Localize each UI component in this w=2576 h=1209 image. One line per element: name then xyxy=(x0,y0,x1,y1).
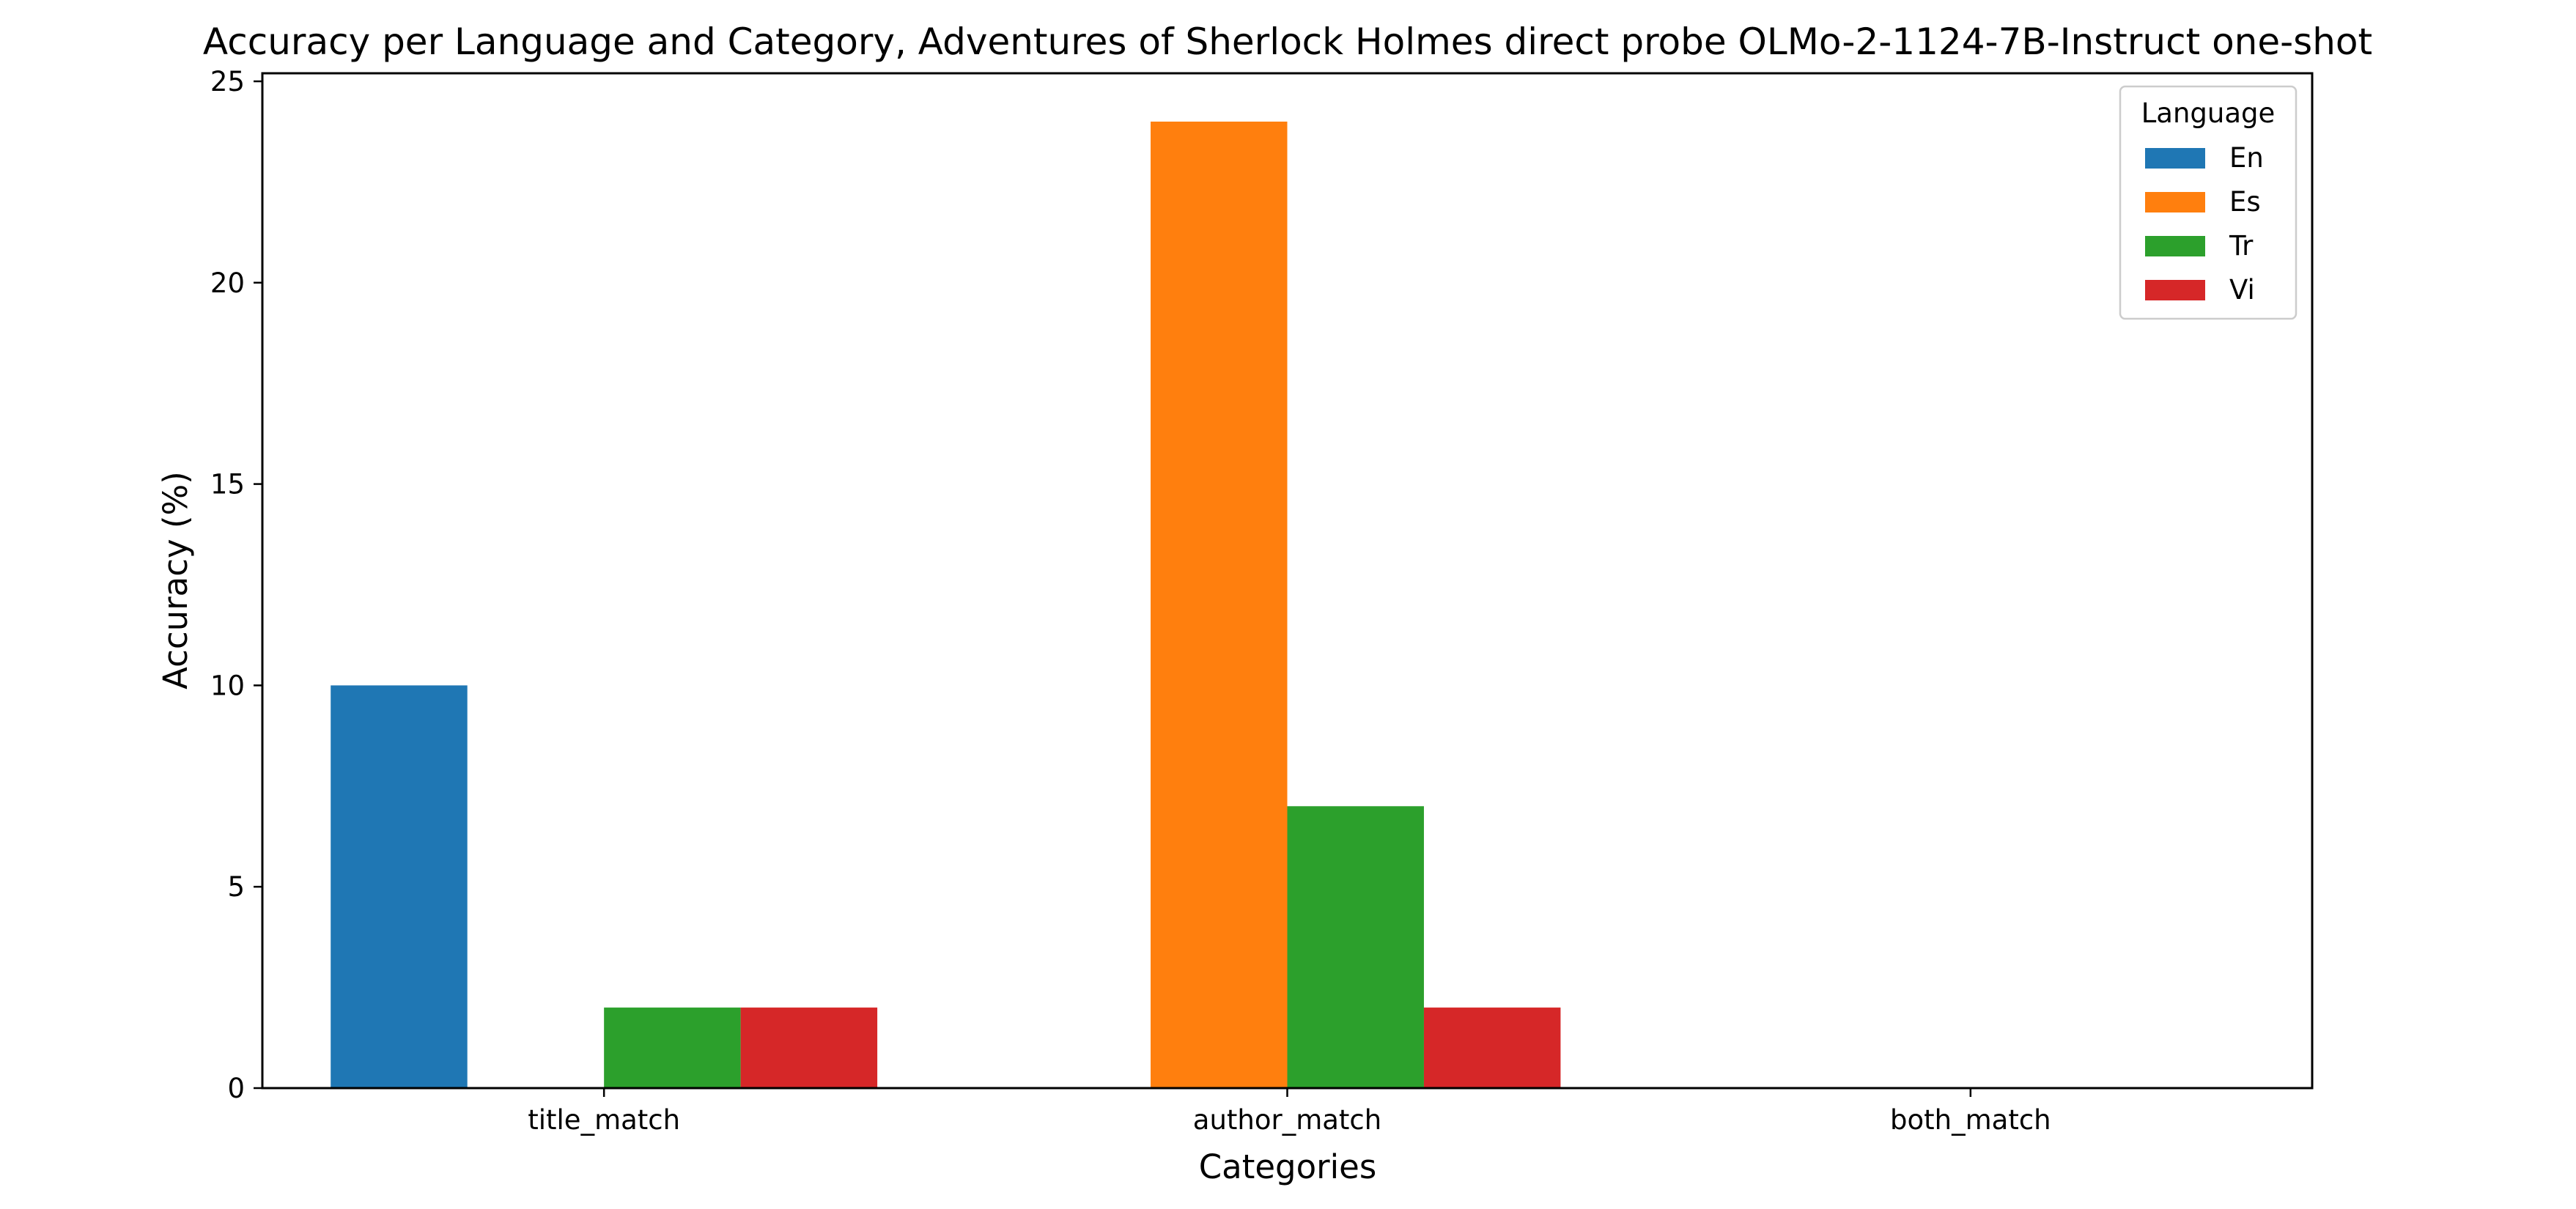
legend-box xyxy=(2119,85,2298,320)
y-tick-label: 20 xyxy=(210,267,245,299)
y-axis-label: Accuracy (%) xyxy=(156,471,195,689)
bar-tr-author_match xyxy=(1287,806,1424,1088)
legend-swatch-en xyxy=(2145,148,2205,169)
y-axis: 0 5 10 15 20 25 xyxy=(210,66,262,1104)
bar-tr-title_match xyxy=(604,1008,741,1088)
x-axis: title_match author_match both_match xyxy=(528,1088,2051,1136)
bar-vi-title_match xyxy=(740,1008,878,1088)
legend-swatch-es xyxy=(2145,192,2205,212)
legend-items: En Es Tr Vi xyxy=(2145,142,2264,306)
y-tick-label: 5 xyxy=(227,871,245,903)
legend-label-tr: Tr xyxy=(2229,230,2254,262)
chart-title: Accuracy per Language and Category, Adve… xyxy=(203,21,2372,63)
y-tick-label: 0 xyxy=(227,1073,245,1104)
legend: Language En Es Tr Vi xyxy=(2119,85,2298,320)
legend-label-es: Es xyxy=(2229,186,2261,218)
legend-swatch-vi xyxy=(2145,280,2205,300)
bar-en-title_match xyxy=(331,685,468,1088)
bars-group xyxy=(331,121,1561,1088)
legend-swatch-tr xyxy=(2145,236,2205,256)
y-tick-label: 25 xyxy=(210,66,245,97)
x-tick-label: both_match xyxy=(1890,1104,2051,1136)
x-axis-label: Categories xyxy=(1199,1147,1377,1186)
bar-es-author_match xyxy=(1151,121,1288,1088)
x-tick-label: author_match xyxy=(1193,1104,1381,1136)
legend-label-en: En xyxy=(2229,142,2264,174)
y-tick-label: 15 xyxy=(210,469,245,500)
bar-vi-author_match xyxy=(1423,1008,1561,1088)
legend-title: Language xyxy=(2141,97,2276,129)
x-tick-label: title_match xyxy=(528,1104,680,1136)
legend-label-vi: Vi xyxy=(2229,274,2255,306)
y-tick-label: 10 xyxy=(210,670,245,701)
